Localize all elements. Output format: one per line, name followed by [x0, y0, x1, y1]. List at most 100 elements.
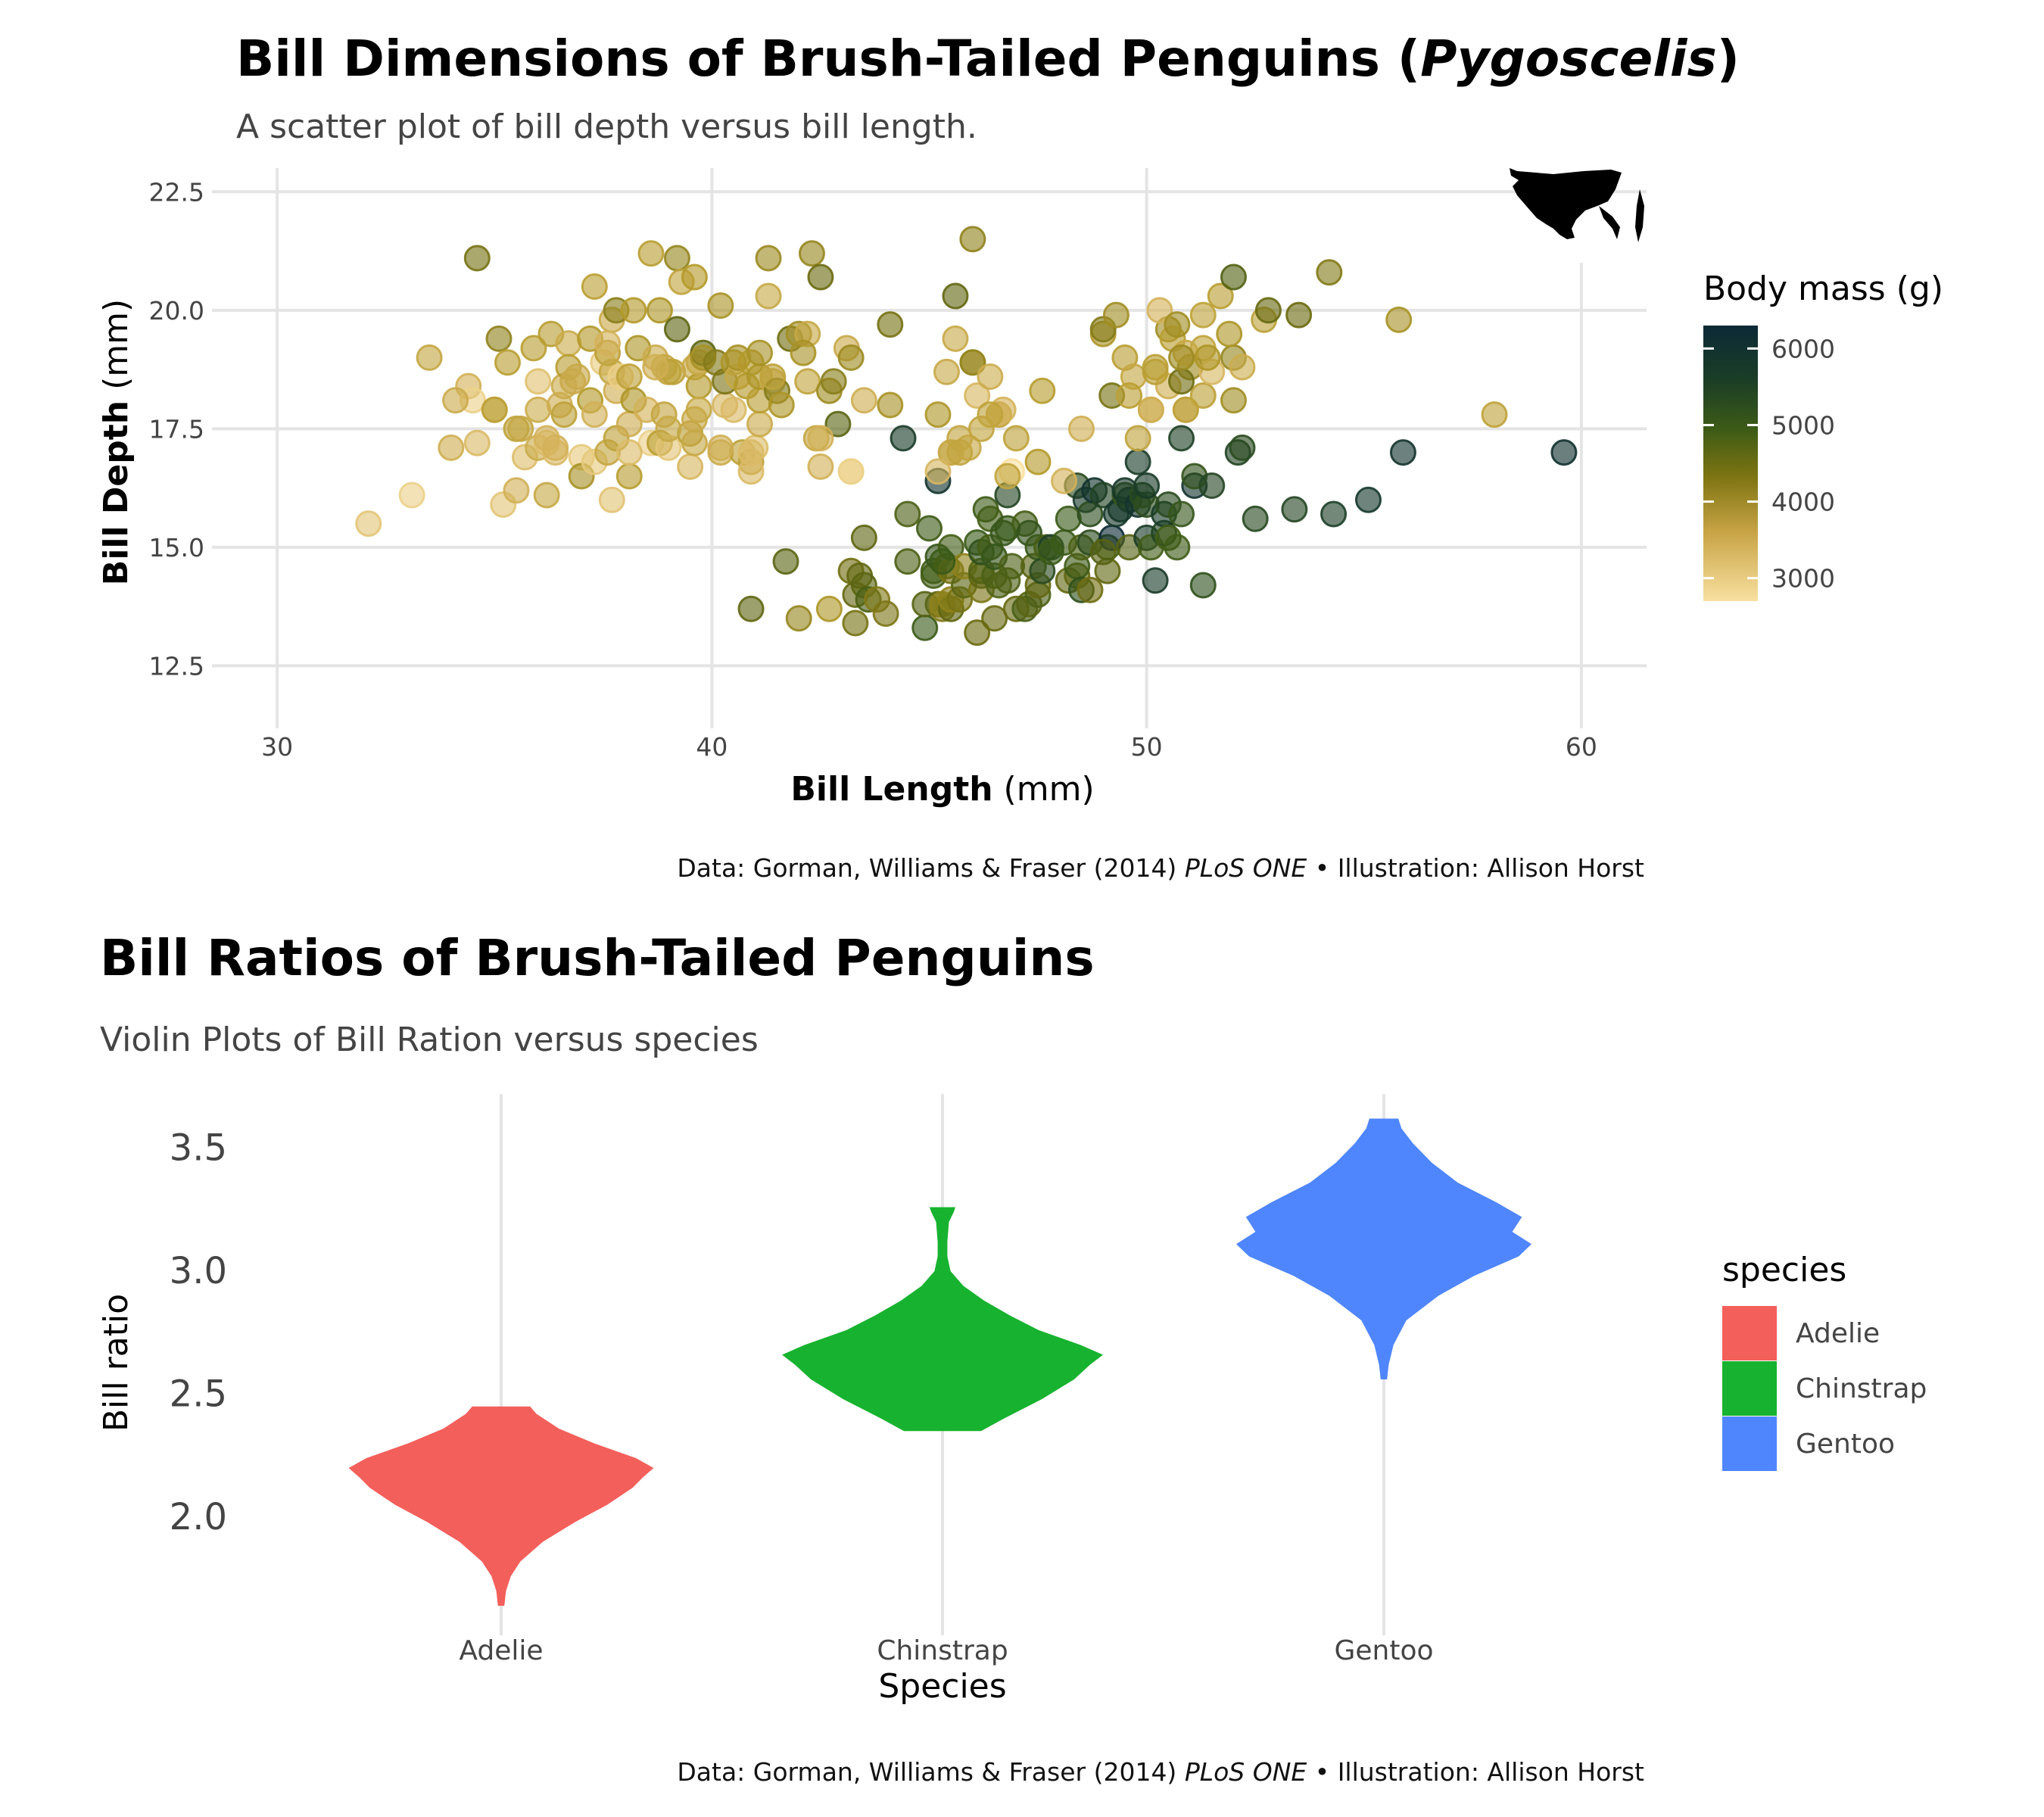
- scatter-point: [677, 453, 704, 480]
- scatter-point: [1229, 434, 1256, 461]
- scatter-point: [507, 415, 534, 442]
- scatter-point: [755, 245, 782, 272]
- scatter-point: [1254, 297, 1282, 324]
- scatter-point: [890, 425, 917, 452]
- scatter-point: [894, 500, 921, 528]
- scatter-point: [1220, 263, 1247, 291]
- violin-x-tick-label: Chinstrap: [877, 1635, 1008, 1666]
- violin-y-tick-label: 2.0: [170, 1496, 227, 1538]
- scatter-point: [681, 429, 708, 457]
- scatter-point: [707, 434, 734, 461]
- scatter-panel: Bill Dimensions of Brush-Tailed Penguins…: [97, 30, 1943, 883]
- scatter-point: [355, 510, 382, 538]
- violin-shapes: [348, 1118, 1531, 1606]
- scatter-point: [964, 619, 991, 647]
- scatter-point: [942, 282, 969, 310]
- scatter-point: [707, 292, 734, 319]
- scatter-point: [1220, 387, 1247, 414]
- scatter-point: [581, 401, 608, 429]
- scatter-point: [1037, 538, 1064, 566]
- scatter-point: [790, 339, 817, 366]
- scatter-point: [1481, 401, 1508, 429]
- scatter-point: [967, 415, 995, 442]
- scatter-point: [746, 410, 774, 438]
- scatter-point: [1164, 311, 1191, 338]
- scatter-point: [525, 396, 552, 423]
- violin-y-ticks: 2.0 2.5 3.0 3.5: [170, 1127, 227, 1539]
- scatter-point: [1207, 282, 1234, 310]
- scatter-point: [485, 325, 513, 352]
- scatter-point: [615, 463, 643, 490]
- scatter-point: [1124, 425, 1151, 452]
- scatter-point: [842, 609, 869, 637]
- scatter-title-italic: Pygoscelis: [1420, 30, 1717, 88]
- scatter-point: [503, 477, 530, 504]
- scatter-point: [959, 349, 986, 376]
- species-legend: species Adelie Chinstrap Gentoo: [1722, 1251, 1927, 1471]
- violin-x-ticks: Adelie Chinstrap Gentoo: [459, 1635, 1433, 1666]
- scatter-point: [1124, 448, 1151, 475]
- scatter-point: [1146, 297, 1173, 324]
- scatter-point: [916, 515, 943, 542]
- scatter-point: [807, 453, 834, 480]
- scatter-point: [837, 344, 865, 371]
- scatter-point: [1051, 467, 1078, 494]
- scatter-y-ticks: 12.5 15.0 17.5 20.0 22.5: [149, 177, 204, 681]
- scatter-point: [759, 363, 787, 390]
- scatter-point: [594, 330, 622, 357]
- scatter-point: [442, 387, 469, 414]
- scatter-point: [877, 311, 904, 338]
- scatter-point: [563, 363, 590, 390]
- species-legend-items: Adelie Chinstrap Gentoo: [1722, 1306, 1927, 1471]
- scatter-point: [1320, 500, 1348, 528]
- scatter-point: [533, 425, 560, 452]
- scatter-point: [807, 425, 834, 452]
- scatter-point: [820, 368, 847, 395]
- body-mass-colorbar: [1703, 326, 1758, 601]
- scatter-point: [824, 410, 852, 438]
- scatter-subtitle: A scatter plot of bill depth versus bill…: [236, 108, 977, 146]
- species-legend-swatch: [1722, 1361, 1777, 1416]
- species-legend-label: Chinstrap: [1796, 1373, 1927, 1404]
- species-legend-swatch: [1722, 1417, 1777, 1471]
- scatter-y-axis-label-unit: (mm): [97, 299, 136, 400]
- violin-y-tick-label: 2.5: [170, 1373, 227, 1416]
- scatter-points: [355, 226, 1578, 647]
- scatter-point: [1189, 572, 1217, 599]
- scatter-title-main: Bill Dimensions of Brush-Tailed Penguins…: [236, 30, 1420, 88]
- scatter-point: [1089, 538, 1117, 566]
- scatter-point: [685, 396, 712, 423]
- scatter-point: [1002, 425, 1030, 452]
- scatter-point: [520, 335, 547, 362]
- scatter-point: [642, 354, 669, 381]
- scatter-point: [615, 439, 643, 466]
- violin-y-axis-label: Bill ratio: [97, 1294, 136, 1432]
- scatter-x-axis-label-bold: Bill Length: [790, 770, 992, 809]
- scatter-point: [1067, 415, 1095, 442]
- scatter-x-tick-label: 40: [696, 732, 728, 762]
- scatter-point: [924, 458, 952, 485]
- scatter-point: [681, 263, 708, 291]
- violin-adelie: [348, 1406, 654, 1606]
- scatter-point: [1164, 534, 1191, 561]
- scatter-point: [815, 595, 843, 622]
- scatter-point: [646, 297, 673, 324]
- scatter-point: [946, 439, 974, 466]
- scatter-title-end: ): [1717, 30, 1740, 88]
- scatter-point: [481, 396, 508, 423]
- scatter-y-tick-label: 17.5: [149, 414, 204, 444]
- scatter-point: [1385, 306, 1413, 333]
- scatter-point: [1137, 396, 1164, 423]
- scatter-point: [1024, 448, 1052, 475]
- violin-y-tick-label: 3.0: [170, 1250, 227, 1292]
- scatter-point: [964, 382, 991, 410]
- scatter-point: [1055, 505, 1082, 532]
- scatter-point: [807, 263, 834, 291]
- scatter-point: [1285, 301, 1313, 329]
- scatter-y-tick-label: 22.5: [149, 177, 204, 207]
- scatter-point: [924, 401, 952, 429]
- species-legend-label: Gentoo: [1796, 1429, 1895, 1460]
- violin-caption-source: Data: Gorman, Williams & Fraser (2014): [677, 1757, 1184, 1787]
- scatter-point: [1354, 486, 1382, 513]
- scatter-point: [798, 240, 825, 267]
